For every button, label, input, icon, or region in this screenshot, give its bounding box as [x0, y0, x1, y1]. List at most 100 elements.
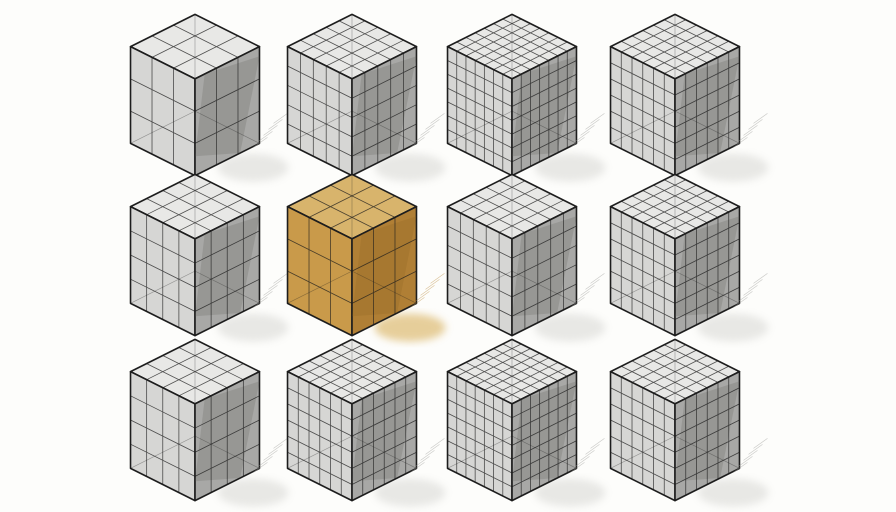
- cube-hatching: [253, 273, 288, 308]
- grid-line: [493, 362, 559, 396]
- cube-grid-lines: [130, 182, 260, 328]
- grid-line: [151, 35, 217, 69]
- grid-line: [338, 39, 404, 73]
- hatch-stroke: [570, 297, 585, 308]
- cube-shadow: [374, 153, 446, 182]
- grid-line: [178, 347, 244, 381]
- hatch-stroke: [575, 291, 590, 302]
- cube-grid-lines: [610, 344, 740, 496]
- grid-line: [493, 23, 559, 57]
- hatch-stroke: [263, 450, 278, 461]
- hatch-stroke: [258, 456, 273, 467]
- hatch-stroke: [253, 297, 268, 308]
- cube-2-1: [129, 173, 289, 342]
- cube-back-edges: [447, 270, 577, 304]
- grid-line: [610, 286, 676, 320]
- grid-line: [194, 110, 260, 144]
- grid-line: [474, 32, 540, 66]
- cube-hatching: [570, 438, 605, 473]
- grid-line: [447, 225, 513, 259]
- hatch-stroke: [580, 450, 595, 461]
- grid-line: [308, 184, 374, 218]
- grid-line: [326, 33, 391, 67]
- grid-line: [351, 238, 417, 272]
- cube-hatching: [410, 438, 445, 473]
- grid-line: [341, 344, 406, 378]
- hatch-stroke: [748, 119, 763, 130]
- hatch-stroke: [580, 285, 595, 296]
- grid-line: [484, 27, 550, 61]
- grid-line: [351, 84, 417, 118]
- grid-line: [194, 443, 260, 477]
- grid-line: [287, 84, 353, 118]
- cube-grid-lines: [287, 20, 417, 170]
- hatch-stroke: [258, 131, 273, 142]
- grid-line: [162, 190, 228, 224]
- grid-line: [130, 254, 196, 288]
- hatch-stroke: [753, 273, 768, 284]
- grid-line: [460, 199, 526, 233]
- cube-hatching: [570, 273, 605, 308]
- hatch-stroke: [748, 279, 763, 290]
- cube-2-4: [609, 173, 769, 342]
- cube-shadow: [217, 313, 289, 342]
- grid-line: [456, 366, 522, 400]
- hatch-stroke: [268, 279, 283, 290]
- hatch-stroke: [738, 456, 753, 467]
- grid-line: [498, 199, 564, 233]
- hatch-stroke: [590, 113, 605, 124]
- hatch-stroke: [425, 119, 440, 130]
- grid-line: [664, 179, 729, 213]
- grid-line: [474, 27, 540, 61]
- grid-line: [511, 412, 577, 446]
- grid-line: [173, 24, 239, 58]
- grid-line: [498, 180, 564, 214]
- hatch-stroke: [580, 125, 595, 136]
- cube-1-4: [609, 13, 769, 182]
- grid-line: [130, 78, 196, 112]
- cube-2-3: [446, 173, 606, 342]
- grid-line: [173, 35, 239, 69]
- cube-back-edges: [447, 435, 577, 469]
- hatch-stroke: [430, 438, 445, 449]
- hatch-stroke: [263, 285, 278, 296]
- hatch-stroke: [570, 137, 585, 148]
- cube-grid-lines: [447, 343, 577, 496]
- cube-hatching: [733, 113, 768, 148]
- hatch-stroke: [585, 444, 600, 455]
- grid-line: [511, 264, 577, 298]
- hatch-stroke: [268, 119, 283, 130]
- grid-line: [511, 398, 577, 432]
- grid-line: [493, 348, 559, 382]
- grid-line: [447, 115, 513, 149]
- grid-line: [511, 60, 577, 94]
- grid-line: [338, 20, 404, 54]
- cube-back-edges: [610, 435, 740, 469]
- cube-back-edges: [287, 110, 417, 144]
- grid-line: [351, 451, 417, 485]
- cube-grid-lines: [130, 347, 260, 493]
- hatch-stroke: [430, 113, 445, 124]
- cube-grid-lines: [130, 24, 260, 165]
- cube-3-2: [286, 338, 446, 507]
- grid-line: [465, 37, 531, 71]
- hatch-stroke: [738, 131, 753, 142]
- grid-line: [178, 363, 244, 397]
- hatch-stroke: [738, 291, 753, 302]
- cube-shadow: [534, 478, 606, 507]
- grid-line: [502, 366, 568, 400]
- cube-3-1: [129, 338, 289, 507]
- grid-line: [330, 195, 396, 229]
- grid-line: [511, 283, 577, 317]
- grid-line: [287, 270, 353, 304]
- grid-line: [287, 451, 353, 485]
- hatch-stroke: [575, 456, 590, 467]
- grid-line: [130, 278, 196, 312]
- grid-line: [351, 270, 417, 304]
- grid-line: [447, 244, 513, 278]
- grid-line: [178, 182, 244, 216]
- grid-line: [447, 454, 513, 488]
- grid-line: [674, 451, 740, 485]
- hatch-stroke: [258, 291, 273, 302]
